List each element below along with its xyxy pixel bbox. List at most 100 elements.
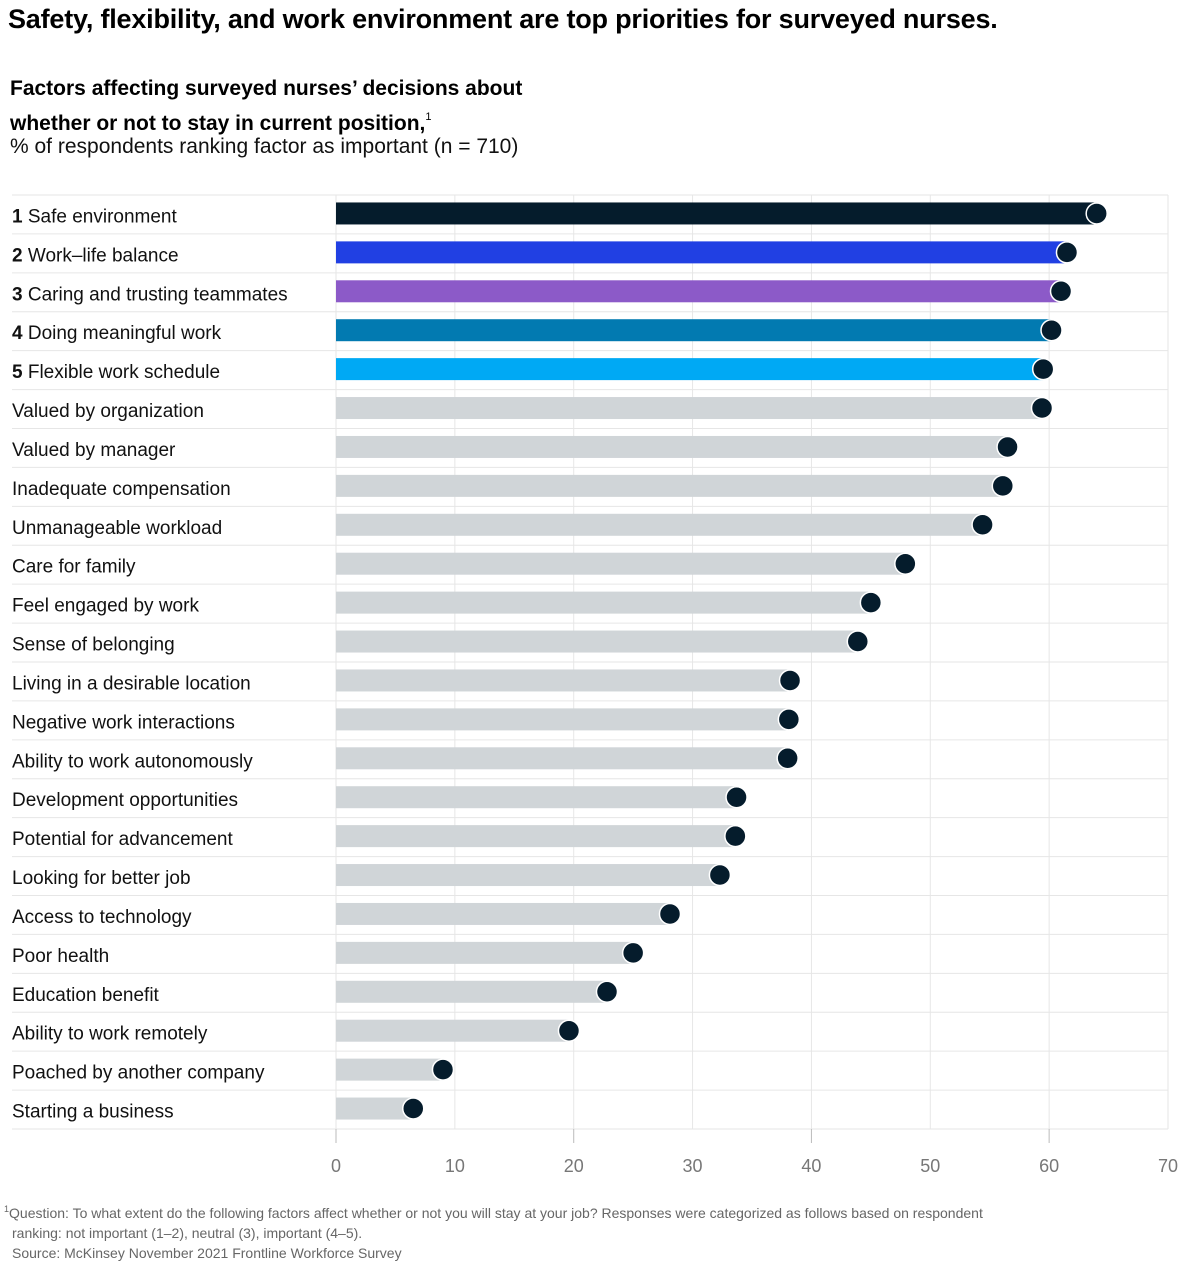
bar [336,864,720,887]
category-label: Care for family [12,557,136,578]
bar [336,825,736,848]
rank-number: 2 [12,245,28,266]
category-label-text: Valued by organization [12,401,204,422]
value-dot [595,980,619,1004]
category-label: Inadequate compensation [12,479,231,500]
value-dot [777,708,801,731]
bar [336,630,858,653]
bar [336,435,1008,458]
x-tick-label: 10 [445,1156,465,1176]
category-label-text: Flexible work schedule [28,362,220,383]
category-label-text: Starting a business [12,1102,174,1123]
bar [336,241,1067,264]
chart-subtitle: Factors affecting surveyed nurses’ decis… [10,74,522,138]
category-label-text: Unmanageable workload [12,518,222,539]
footnote-source: Source: McKinsey November 2021 Frontline… [12,1245,402,1261]
category-label-text: Sense of belonging [12,635,175,656]
bar [336,358,1044,381]
bar [336,669,791,692]
category-label-text: Feel engaged by work [12,596,199,617]
x-tick-label: 70 [1158,1156,1178,1176]
category-label-text: Caring and trusting teammates [28,284,288,305]
bar [336,202,1097,225]
footnote-question-marker: 1 [4,1204,10,1214]
value-dot [1055,241,1079,264]
bar [336,474,1003,497]
value-dot [658,902,682,926]
category-label: Potential for advancement [12,829,233,850]
category-label: Negative work interactions [12,712,235,733]
footnote-question-line2: ranking: not important (1–2), neutral (3… [12,1225,363,1241]
category-label-text: Potential for advancement [12,829,233,850]
footnote-marker: 1 [425,111,432,123]
category-label-text: Looking for better job [12,868,191,889]
chart-title: Safety, flexibility, and work environmen… [8,4,998,34]
rank-number: 3 [12,284,28,305]
value-dot [894,552,917,575]
value-dot [725,785,748,809]
category-label: Valued by organization [12,401,204,422]
value-dot [724,824,747,848]
subtitle-line-1: Factors affecting surveyed nurses’ decis… [10,77,523,100]
category-label: 5 Flexible work schedule [12,362,220,383]
x-tick-label: 20 [564,1156,584,1176]
value-dot [431,1058,455,1081]
value-dot [1085,202,1108,225]
category-label: Feel engaged by work [12,596,199,617]
subtitle-line-2-text: whether or not to stay in current positi… [10,112,426,135]
category-label-text: Negative work interactions [12,712,235,733]
category-label: Poached by another company [12,1063,265,1084]
value-dot [778,669,802,692]
category-label-text: Living in a desirable location [12,673,251,694]
category-label: Unmanageable workload [12,518,222,539]
category-label: Living in a desirable location [12,673,251,694]
footnote-question-line1: Question: To what extent do the followin… [9,1205,983,1221]
category-label-text: Doing meaningful work [28,323,222,344]
category-label-text: Ability to work autonomously [12,751,253,772]
category-label: 3 Caring and trusting teammates [12,284,288,305]
category-label: Ability to work remotely [12,1024,208,1045]
value-dot [846,630,870,653]
subtitle-line-2: whether or not to stay in current positi… [10,103,522,138]
category-label-text: Poached by another company [12,1063,265,1084]
value-dot [1031,357,1055,381]
x-tick-label: 30 [683,1156,703,1176]
bar [336,747,788,770]
category-label-text: Work–life balance [28,245,179,266]
category-label-text: Valued by manager [12,440,176,461]
category-label-text: Education benefit [12,985,160,1006]
category-label: Development opportunities [12,790,238,811]
category-label: 1 Safe environment [12,206,178,227]
bar [336,902,670,925]
value-dot [1030,396,1054,420]
bar [336,941,634,964]
category-label: Education benefit [12,985,160,1006]
bar [336,280,1062,303]
chart-units: % of respondents ranking factor as impor… [10,135,519,158]
value-dot [402,1097,425,1120]
category-label: 4 Doing meaningful work [12,323,222,344]
value-dot [621,941,645,965]
value-dot [996,435,1019,459]
bar [336,1058,443,1081]
bars [336,202,1097,1120]
category-label-text: Ability to work remotely [12,1024,208,1045]
rank-number: 1 [12,206,28,227]
bar [336,397,1043,420]
x-tick-label: 60 [1039,1156,1059,1176]
x-tick-label: 50 [920,1156,940,1176]
category-label: Poor health [12,946,109,967]
footnote-question: 1Question: To what extent do the followi… [4,1199,1184,1223]
bar [336,708,789,731]
rank-number: 4 [12,323,28,344]
value-dot [1040,318,1063,342]
rank-number: 5 [12,362,28,383]
x-tick-label: 0 [331,1156,341,1176]
category-label: Sense of belonging [12,635,175,656]
bar [336,591,871,614]
bar [336,1019,569,1042]
bar [336,513,983,536]
value-dot [1049,280,1073,303]
